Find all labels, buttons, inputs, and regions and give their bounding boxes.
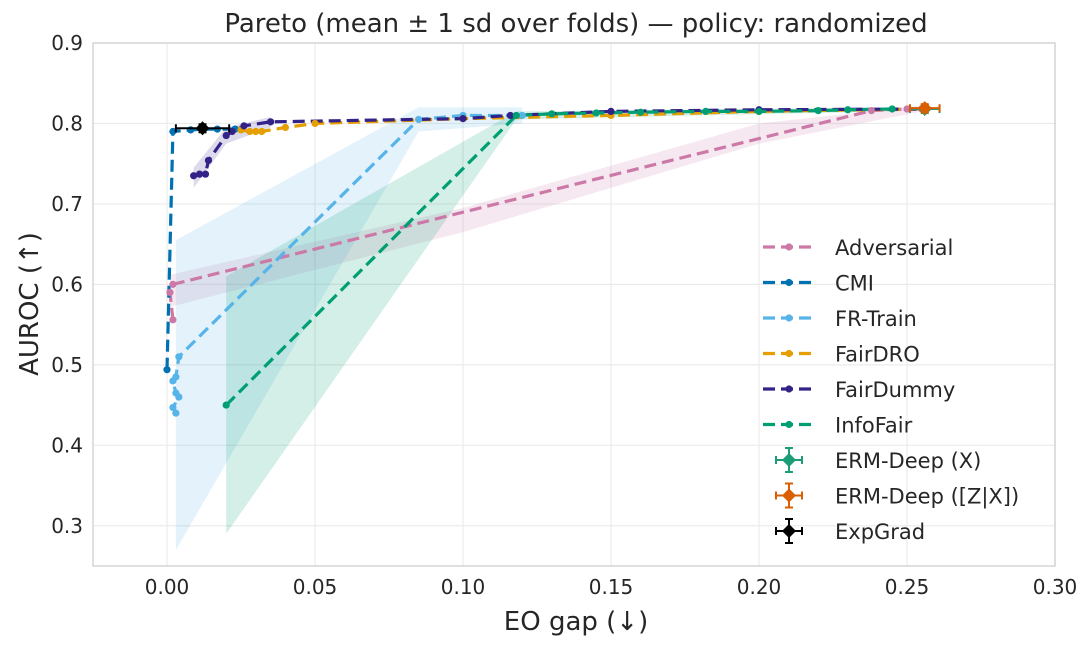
infofair-point [888, 105, 896, 113]
y-tick-label: 0.3 [51, 514, 83, 538]
infofair-point [702, 107, 710, 115]
infofair-point [548, 110, 556, 118]
y-tick-label: 0.5 [51, 353, 83, 377]
infofair-point [222, 401, 230, 409]
chart-title: Pareto (mean ± 1 sd over folds) — policy… [224, 9, 927, 39]
legend-cmi-label: CMI [835, 272, 874, 296]
y-tick-label: 0.7 [51, 192, 83, 216]
y-axis-title: AUROC (↑) [15, 232, 45, 376]
x-tick-label: 0.30 [1033, 575, 1078, 599]
fr-train-point [172, 373, 180, 381]
legend-fairdro-label: FairDRO [835, 343, 920, 367]
fairdro-point [281, 123, 289, 132]
fairdro-point [258, 127, 266, 136]
fairdummy-point [201, 170, 210, 178]
adversarial-point [166, 288, 174, 297]
legend-infofair-label: InfoFair [835, 414, 913, 438]
fairdro-point [252, 127, 260, 136]
infofair-point [814, 106, 822, 115]
fairdummy-point [195, 170, 204, 178]
legend-adversarial-marker [785, 243, 793, 251]
legend-erm-deep-x-marker [782, 453, 796, 467]
y-tick-label: 0.4 [51, 433, 83, 457]
fairdro-point [311, 119, 319, 128]
x-tick-label: 0.10 [441, 575, 486, 599]
fairdummy-point [222, 131, 230, 140]
x-tick-label: 0.20 [737, 575, 782, 599]
adversarial-band [169, 105, 922, 307]
fairdummy-point [506, 111, 514, 120]
legend-erm-deep-z-x-label: ERM-Deep ([Z|X]) [835, 485, 1019, 510]
x-tick-labels: 0.00 0.05 0.10 0.15 0.20 0.25 0.30 [145, 575, 1078, 599]
cmi-point [163, 366, 171, 374]
infofair-point [755, 107, 763, 115]
infofair-band [226, 107, 893, 534]
cmi-point [169, 127, 177, 136]
legend: Adversarial CMI FR-Train FairDRO FairDummy In… [763, 236, 1019, 544]
x-tick-label: 0.00 [145, 575, 190, 599]
expgrad-marker [195, 121, 210, 136]
legend-fr-train-marker [785, 314, 793, 322]
fr-train-point [415, 115, 423, 124]
x-tick-label: 0.15 [589, 575, 634, 599]
legend-fairdro-marker [785, 349, 793, 358]
plot-frame [92, 42, 1056, 567]
fr-train-point [169, 403, 177, 412]
y-tick-label: 0.8 [51, 111, 83, 135]
fairdummy-point [190, 172, 198, 180]
y-tick-label: 0.6 [51, 272, 83, 296]
fairdummy-point [240, 122, 248, 130]
legend-fairdummy-label: FairDummy [835, 378, 955, 402]
fairdummy-point [459, 115, 467, 123]
fr-train-band [175, 107, 523, 550]
y-tick-labels: 0.3 0.4 0.5 0.6 0.7 0.8 0.9 [51, 31, 83, 538]
legend-cmi-marker [785, 278, 793, 287]
fr-train-point [172, 409, 180, 417]
fr-train-point [518, 111, 526, 120]
legend-erm-deep-z-x-marker [782, 488, 796, 503]
legend-fr-train-label: FR-Train [835, 307, 917, 331]
infofair-point [637, 108, 645, 116]
fairdummy-point [228, 127, 236, 136]
fairdummy-point [267, 118, 275, 126]
cmi-line [165, 127, 236, 370]
fairdro-point [246, 127, 254, 136]
fairdummy-point [204, 156, 213, 165]
x-tick-label: 0.25 [885, 575, 930, 599]
erm-deep-z-x-marker [917, 101, 932, 116]
adversarial-point [169, 280, 177, 288]
adversarial-point [169, 316, 177, 324]
fr-train-point [172, 389, 180, 397]
x-tick-label: 0.05 [293, 575, 338, 599]
error-bar-points [174, 101, 941, 136]
fairdummy-point [607, 107, 615, 115]
fr-train-point [175, 353, 183, 361]
adversarial-point [903, 105, 911, 113]
adversarial-point [867, 106, 876, 115]
infofair-line [225, 107, 893, 407]
legend-adversarial-label: Adversarial [835, 236, 953, 260]
legend-fairdummy-marker [785, 385, 793, 393]
legend-expgrad-label: ExpGrad [835, 520, 925, 544]
infofair-point [512, 111, 520, 120]
legend-erm-deep-x-label: ERM-Deep (X) [835, 449, 981, 473]
infofair-point [592, 109, 600, 117]
legend-expgrad-marker [782, 524, 796, 538]
infofair-point [844, 106, 852, 114]
x-axis-title: EO gap (↓) [504, 607, 648, 637]
legend-infofair-marker [785, 420, 793, 429]
y-tick-label: 0.9 [51, 31, 83, 55]
